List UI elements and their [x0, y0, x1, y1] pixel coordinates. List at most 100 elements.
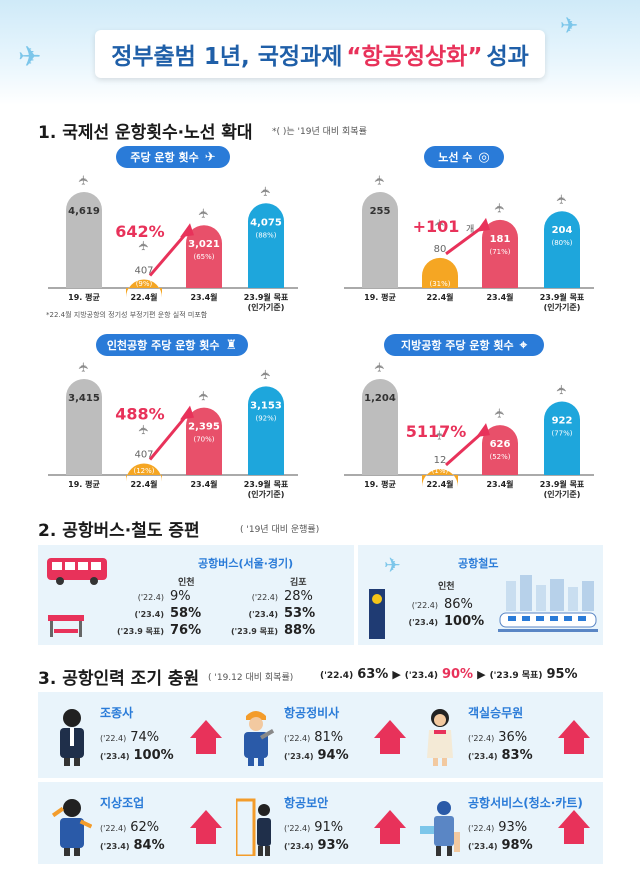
- location-icon: ⌖: [519, 337, 528, 353]
- chart-svg: ✈ 255 ✈ 80 (31%) ✈ 181 (71%) ✈ 204 (80%) 19. 평균 22.4…: [344, 174, 594, 312]
- row-key: ('22.4): [468, 734, 495, 743]
- tick-label: (인가기준): [248, 302, 285, 312]
- airplane-icon: ✈: [137, 424, 152, 435]
- airplane-icon: ✈: [555, 194, 570, 205]
- chart-2: ✈ 255 ✈ 80 (31%) ✈ 181 (71%) ✈ 204 (80%) 19. 평균 22.4…: [336, 170, 598, 320]
- cabin-crew-icon: [427, 709, 453, 766]
- bar: [482, 219, 518, 288]
- bar: [66, 379, 102, 475]
- row-key: ('22.4): [251, 593, 278, 602]
- staff-row-2023: ('23.4) 94%: [284, 748, 349, 763]
- staff-role: 공항서비스(청소·카트): [468, 796, 583, 810]
- chart-4: ✈ 1,204 ✈ 12 (1%) ✈ 626 (52%) ✈ 922 (77%) 19. 평균 22.…: [336, 357, 598, 507]
- row-key: ('23.4): [248, 610, 279, 619]
- staff-card-airport-service: 공항서비스(청소·카트) ('22.4) 93% ('23.4) 98%: [406, 782, 603, 864]
- recovery-label: (71%): [489, 248, 510, 256]
- up-arrow-stem: [564, 828, 584, 844]
- bar: [66, 192, 102, 288]
- data-label: 80: [434, 244, 447, 255]
- bar: [186, 225, 222, 288]
- bar: [362, 192, 398, 288]
- tick-label: 23.9월 목표: [244, 292, 289, 302]
- staff-row-2023: ('23.4) 98%: [468, 838, 533, 853]
- airplane-icon: ✈: [259, 186, 274, 197]
- bar: [248, 203, 284, 288]
- staff-row-2022: ('22.4) 74%: [100, 730, 159, 745]
- right-arrow-icon: ▶: [392, 668, 401, 681]
- growth-label: 5117%: [406, 422, 467, 441]
- staff-row-2022: ('22.4) 62%: [100, 820, 159, 835]
- growth-unit: 개: [466, 224, 474, 235]
- row-value: 62%: [130, 820, 160, 835]
- progress-value: 95%: [546, 667, 578, 682]
- mechanic-icon: [244, 711, 275, 766]
- tick-label: 19. 평균: [68, 292, 100, 302]
- staff-row-2023: ('23.4) 100%: [100, 748, 174, 763]
- row-key: ('23.4): [284, 752, 314, 761]
- row-value: 83%: [501, 748, 533, 763]
- tick-label: 23.4월: [486, 292, 513, 302]
- growth-arrow-head: [180, 405, 194, 420]
- tick-label: 22.4월: [130, 292, 157, 302]
- staff-row-2022: ('22.4) 36%: [468, 730, 527, 745]
- row-value: 98%: [501, 838, 533, 853]
- section-3-note: ( '19.12 대비 회복률): [208, 673, 294, 683]
- chart-2-title: 노선 수 ◎: [424, 146, 504, 168]
- table-row: ('22.4) 9%: [114, 589, 201, 606]
- airplane-icon: ✈: [197, 390, 212, 401]
- recovery-label: (88%): [255, 231, 276, 239]
- bar: [422, 257, 458, 288]
- bus-stop-icon: [48, 615, 84, 637]
- header-banner: ✈ ✈ 정부출범 1년, 국정과제 “항공정상화” 성과: [0, 0, 640, 105]
- bus-panel: 공항버스(서울·경기) 인천 김포 ('22.4) 9% ('23.4) 58% (…: [38, 545, 354, 645]
- growth-label: 642%: [115, 222, 164, 241]
- bar: [422, 469, 458, 487]
- staff-card-ground-handling: 지상조업 ('22.4) 62% ('23.4) 84%: [38, 782, 233, 864]
- staff-role: 객실승무원: [468, 706, 524, 720]
- bar: [544, 401, 580, 475]
- growth-arrow-head: [476, 423, 490, 438]
- tick-label: 23.4월: [486, 479, 513, 489]
- staff-row-2023: ('23.4) 93%: [284, 838, 349, 853]
- row-key: ('23.4): [468, 752, 498, 761]
- chart-svg: ✈ 3,415 ✈ 407 (12%) ✈ 2,395 (70%) ✈ 3,153 (92%) 19.…: [48, 361, 298, 499]
- recovery-label: (80%): [551, 239, 572, 247]
- bus-gimpo-table: ('22.4) 28% ('23.4) 53% ('23.9 목표) 88%: [228, 589, 315, 640]
- airplane-icon: ✈: [77, 174, 92, 185]
- row-key: ('22.4): [100, 734, 127, 743]
- staff-card-security: 항공보안 ('22.4) 91% ('23.4) 93%: [222, 782, 417, 864]
- airplane-icon: ✈: [18, 40, 42, 73]
- airplane-icon: ✈: [433, 429, 448, 440]
- data-label: 4,619: [68, 206, 100, 217]
- row-value: 100%: [444, 614, 485, 629]
- growth-label: +101: [413, 217, 460, 236]
- data-label: 922: [552, 415, 573, 426]
- growth-arrow-head: [476, 217, 490, 232]
- recovery-label: (92%): [255, 414, 276, 422]
- tick-label: 22.4월: [426, 292, 453, 302]
- staff-role: 조종사: [100, 706, 134, 720]
- staff-card-mechanic: 항공정비사 ('22.4) 81% ('23.4) 94%: [222, 692, 417, 778]
- airplane-icon: ✈: [493, 408, 508, 419]
- section-1-note: *( )는 '19년 대비 회복률: [272, 127, 367, 137]
- airplane-icon: ✈: [384, 553, 401, 577]
- title-suffix: 성과: [486, 44, 529, 70]
- staff-row-2022: ('22.4) 91%: [284, 820, 343, 835]
- row-value: 36%: [498, 730, 528, 745]
- table-row: ('22.4) 28%: [228, 589, 315, 606]
- tick-label: 22.4월: [130, 479, 157, 489]
- up-arrow-stem: [196, 828, 216, 844]
- chart-1: ✈ 4,619 ✈ 407 (9%) ✈ 3,021 (65%) ✈ 4,075 (88%) 19. …: [40, 170, 302, 320]
- row-key: ('23.9 목표): [230, 627, 278, 636]
- right-arrow-icon: ▶: [477, 668, 486, 681]
- rail-table: ('22.4) 86% ('23.4) 100%: [388, 597, 485, 631]
- section-2-note: ( '19년 대비 운행률): [240, 525, 320, 535]
- recovery-label: (9%): [136, 280, 153, 288]
- staff-role: 항공보안: [284, 796, 329, 810]
- row-value: 86%: [444, 597, 473, 612]
- chart-3-title-text: 인천공항 주당 운항 횟수: [106, 339, 220, 352]
- staff-card-pilot: 조종사 ('22.4) 74% ('23.4) 100%: [38, 692, 233, 778]
- chart-2-title-text: 노선 수: [438, 151, 473, 164]
- table-row: ('23.4) 53%: [228, 606, 316, 623]
- staff-role: 지상조업: [100, 796, 145, 810]
